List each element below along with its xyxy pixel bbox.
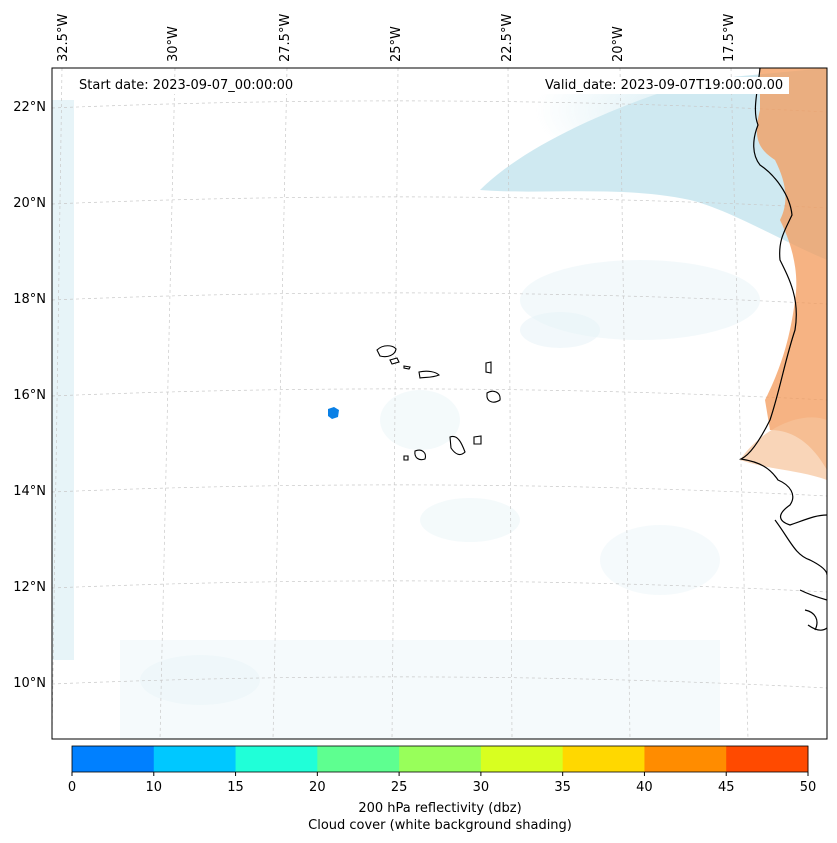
- colorbar-segment: [480, 746, 564, 772]
- colorbar-segment: [399, 746, 482, 772]
- lat-label: 14°N: [13, 484, 46, 499]
- reflectivity-cell: [328, 407, 339, 419]
- coastline: [738, 68, 827, 631]
- cloud-band-south: [120, 640, 720, 739]
- island-maio: [473, 435, 482, 445]
- colorbar-subtitle: Cloud cover (white background shading): [308, 818, 572, 833]
- colorbar-tick-label: 40: [636, 780, 653, 795]
- colorbar-segment: [644, 746, 727, 772]
- colorbar-tick-label: 35: [554, 780, 571, 795]
- colorbar-tick-label: 25: [391, 780, 408, 795]
- start-date-label: Start date: 2023-09-07_00:00:00: [73, 77, 300, 94]
- lat-label: 20°N: [13, 196, 46, 211]
- island-sao-vicente: [389, 357, 400, 365]
- colorbar-segment: [317, 746, 400, 772]
- africa-landmass: [738, 68, 827, 631]
- island-fogo: [414, 449, 426, 461]
- colorbar-tick-label: 50: [800, 780, 817, 795]
- colorbar-segment: [235, 746, 318, 772]
- colorbar-tick-label: 15: [227, 780, 244, 795]
- lon-label: 27.5°W: [278, 14, 293, 62]
- map-area: [52, 68, 827, 739]
- cloud-cover-shading: [52, 68, 827, 739]
- colorbar-tick-label: 30: [473, 780, 490, 795]
- colorbar-tick-label: 0: [68, 780, 76, 795]
- island-sal: [485, 361, 492, 374]
- island-santa-luzia: [403, 365, 411, 370]
- lat-label: 22°N: [13, 100, 46, 115]
- lat-label: 16°N: [13, 388, 46, 403]
- lon-label: 22.5°W: [500, 14, 515, 62]
- lon-label: 17.5°W: [722, 14, 737, 62]
- colorbar-tick-label: 20: [309, 780, 326, 795]
- island-santiago: [449, 435, 466, 456]
- cape-verde-islands: [376, 345, 501, 461]
- lat-label: 12°N: [13, 580, 46, 595]
- lon-label: 25°W: [389, 26, 404, 62]
- colorbar: 0 10 15 20 25 30 35 40 45 50: [68, 745, 817, 795]
- lon-label: 32.5°W: [56, 14, 71, 62]
- colorbar-segment: [562, 746, 645, 772]
- island-sao-nicolau: [418, 370, 440, 379]
- valid-date-label: Valid_date: 2023-09-07T19:00:00.00: [539, 77, 790, 94]
- lon-label: 30°W: [166, 26, 181, 62]
- island-brava: [403, 455, 409, 461]
- lat-label: 10°N: [13, 676, 46, 691]
- colorbar-title: 200 hPa reflectivity (dbz): [358, 801, 522, 816]
- island-santo-antao: [376, 345, 397, 358]
- colorbar-tick-label: 10: [146, 780, 163, 795]
- colorbar-segment: [72, 746, 155, 772]
- latitude-labels: 22°N 20°N 18°N 16°N 14°N 12°N 10°N: [13, 100, 46, 691]
- colorbar-segment: [153, 746, 237, 772]
- longitude-labels: 32.5°W 30°W 27.5°W 25°W 22.5°W 20°W 17.5…: [56, 14, 737, 62]
- island-boa-vista: [486, 390, 501, 403]
- lat-label: 18°N: [13, 292, 46, 307]
- lon-label: 20°W: [611, 26, 626, 62]
- colorbar-tick-label: 45: [718, 780, 735, 795]
- map-frame: [51, 67, 828, 740]
- graticule: [52, 68, 827, 739]
- cloud-band-west: [52, 100, 74, 660]
- colorbar-segment: [726, 746, 809, 772]
- colorbar-frame: [71, 745, 809, 773]
- land-elevation-light: [740, 417, 827, 480]
- land-elevation-shading: [756, 68, 827, 470]
